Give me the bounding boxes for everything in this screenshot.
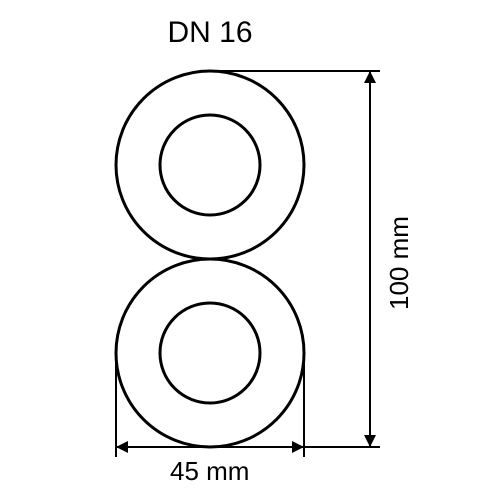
drawing-svg bbox=[0, 0, 500, 500]
width-dimension-label: 45 mm bbox=[170, 456, 249, 487]
height-dimension-label: 100 mm bbox=[384, 216, 415, 310]
technical-drawing: DN 16 45 mm 100 mm bbox=[0, 0, 500, 500]
drawing-title: DN 16 bbox=[110, 16, 310, 50]
